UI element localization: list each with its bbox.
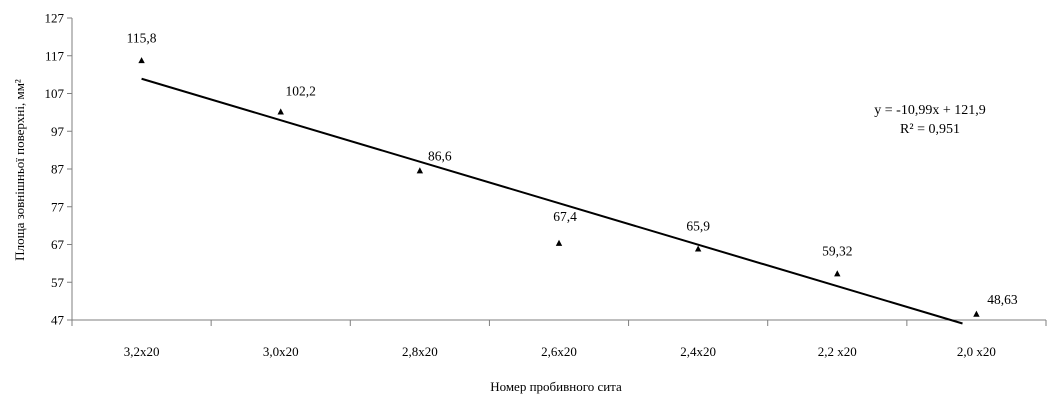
data-point <box>138 57 145 64</box>
y-tick-label: 97 <box>51 124 65 139</box>
data-label: 67,4 <box>553 209 577 224</box>
y-axis-title: Площа зовнішньої поверхні, мм² <box>12 79 27 261</box>
data-label: 48,63 <box>987 292 1018 307</box>
y-tick-label: 47 <box>51 313 65 328</box>
data-points <box>138 57 980 317</box>
y-tick-label: 117 <box>45 48 65 63</box>
y-tick-label: 127 <box>45 11 65 26</box>
x-axis-title: Номер пробивного сита <box>490 379 622 394</box>
data-point <box>416 167 424 174</box>
data-point <box>277 108 284 115</box>
data-point <box>973 310 980 317</box>
data-point <box>834 270 841 277</box>
axes <box>67 17 1047 326</box>
y-tick-label: 77 <box>51 199 65 214</box>
x-tick-label: 2,0 x20 <box>957 344 996 359</box>
x-tick-label: 2,2 x20 <box>818 344 857 359</box>
x-tick-label: 3,0x20 <box>263 344 299 359</box>
x-tick-label: 2,6x20 <box>541 344 577 359</box>
y-tick-label: 107 <box>45 86 65 101</box>
trendline-r-squared: R² = 0,951 <box>900 122 960 137</box>
x-tick-label: 2,4x20 <box>680 344 716 359</box>
y-tick-labels: 47 57 67 77 87 97 107 117 127 <box>45 11 65 328</box>
data-label: 65,9 <box>686 219 710 234</box>
data-labels: 115,8 102,2 86,6 67,4 65,9 59,32 48,63 <box>127 30 1018 307</box>
data-label: 86,6 <box>428 149 452 164</box>
y-tick-label: 57 <box>51 275 65 290</box>
trendline <box>141 77 963 325</box>
data-label: 59,32 <box>822 243 852 258</box>
x-tick-labels: 3,2x20 3,0x20 2,8x20 2,6x20 2,4x20 2,2 x20 2,0… <box>124 344 996 359</box>
data-label: 102,2 <box>286 84 316 99</box>
data-label: 115,8 <box>127 30 157 45</box>
x-tick-label: 3,2x20 <box>124 344 160 359</box>
y-tick-label: 67 <box>51 237 65 252</box>
x-tick-label: 2,8x20 <box>402 344 438 359</box>
y-tick-label: 87 <box>51 162 65 177</box>
trendline-equation: y = -10,99x + 121,9 <box>874 103 985 118</box>
data-point <box>694 245 702 252</box>
data-point <box>555 239 563 246</box>
trendline-group <box>141 77 963 325</box>
